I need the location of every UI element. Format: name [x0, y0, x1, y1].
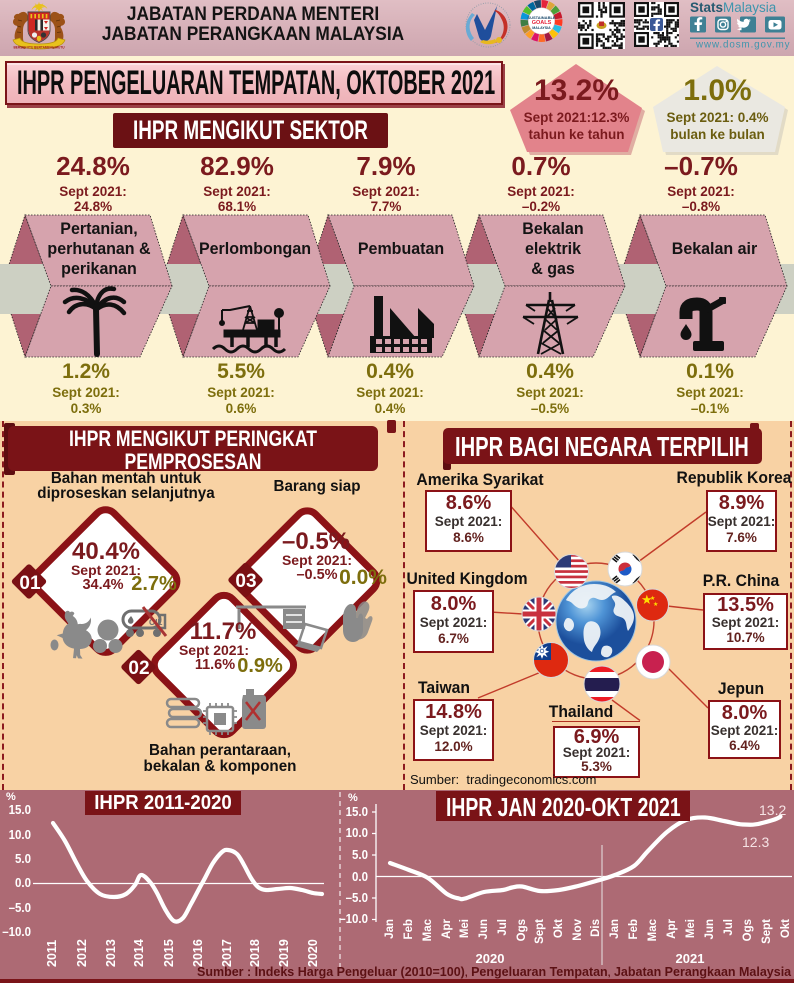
- svg-text:★: ★: [650, 595, 655, 602]
- svg-text:★: ★: [641, 592, 653, 607]
- svg-text:GOALS: GOALS: [532, 20, 552, 26]
- svg-text:03: 03: [235, 571, 256, 592]
- svg-text:MALAYSIA: MALAYSIA: [532, 26, 551, 30]
- svg-text:www.dosm.gov.my: www.dosm.gov.my: [695, 40, 790, 51]
- svg-text:★: ★: [653, 601, 658, 608]
- svg-text:02: 02: [128, 658, 149, 679]
- svg-text:BERSEKUTU BERTAMBAH MUTU: BERSEKUTU BERTAMBAH MUTU: [13, 46, 65, 50]
- svg-text:01: 01: [19, 573, 41, 594]
- svg-text:SUSTAINABLE: SUSTAINABLE: [527, 15, 555, 20]
- svg-text:StatsMalaysia: StatsMalaysia: [690, 0, 777, 15]
